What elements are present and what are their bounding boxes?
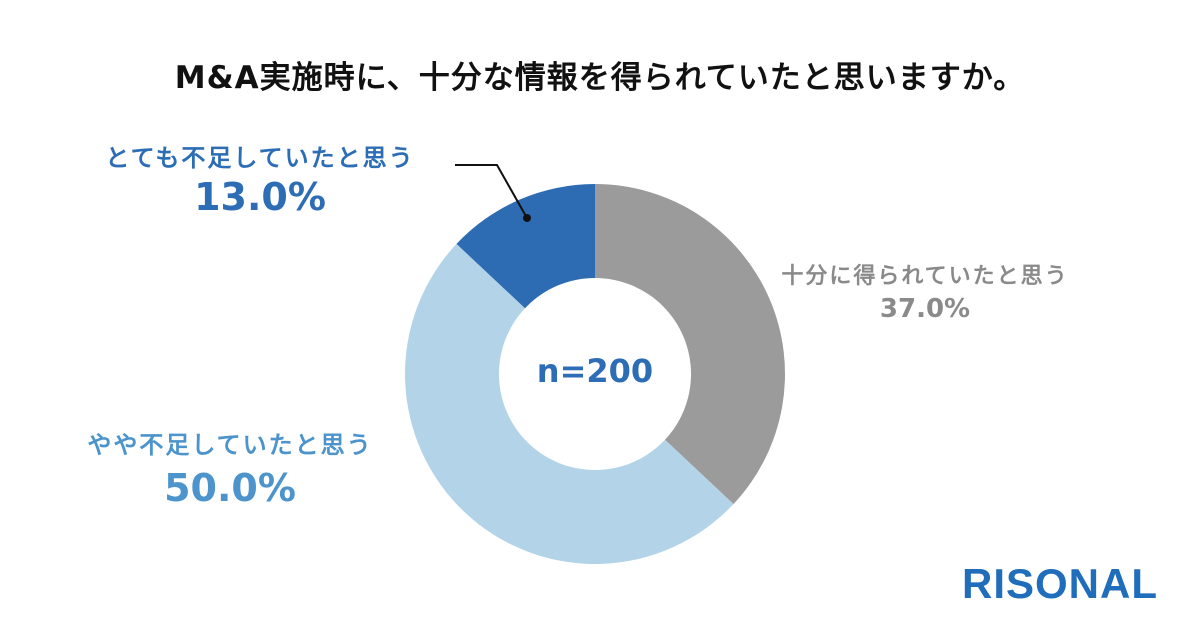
donut-slice: [595, 184, 785, 505]
chart-title: M&A実施時に、十分な情報を得られていたと思いますか。: [174, 60, 1026, 96]
donut-hole: [499, 278, 691, 470]
brand-logo: RISONAL: [962, 560, 1158, 607]
label-strongly-insufficient: とても不足していたと思う 13.0%: [70, 138, 450, 219]
percent-value: 13.0%: [194, 175, 326, 219]
label-sufficient: 十分に得られていたと思う 37.0%: [760, 258, 1090, 324]
category-label: 十分に得られていたと思う: [781, 264, 1069, 289]
category-label: とても不足していたと思う: [105, 144, 415, 172]
percent-value: 37.0%: [879, 294, 971, 324]
category-label: やや不足していたと思う: [87, 431, 373, 459]
sample-size-label: n=200: [536, 352, 654, 390]
percent-value: 50.0%: [164, 466, 296, 510]
label-somewhat-insufficient: やや不足していたと思う 50.0%: [60, 425, 400, 510]
leader-dot: [523, 214, 531, 222]
leader-line: [455, 164, 528, 219]
